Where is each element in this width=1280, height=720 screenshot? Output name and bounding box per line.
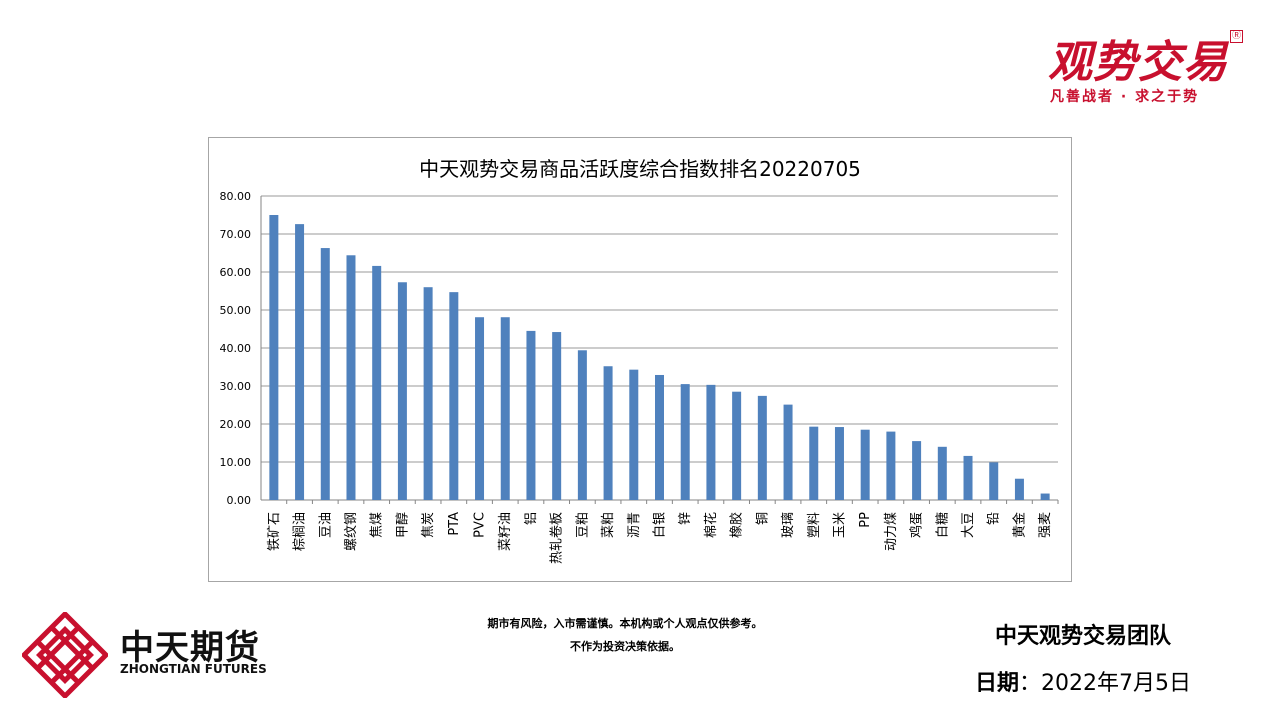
x-tick-label: 橡胶 [729,512,745,538]
disclaimer: 期市有风险，入市需谨慎。本机构或个人观点仅供参考。 不作为投资决策依据。 [460,612,790,658]
bar [706,384,716,500]
bar [269,215,279,500]
y-tick-label: 40.00 [220,342,252,355]
bar [475,317,485,500]
x-tick-label: 铜 [755,512,770,525]
x-tick-label: 螺纹钢 [344,512,359,551]
disclaimer-line-1: 期市有风险，入市需谨慎。本机构或个人观点仅供参考。 [487,617,763,630]
x-tick-label: 鸡蛋 [909,512,925,538]
x-tick-label: PTA [447,512,462,536]
bar [1014,478,1024,500]
brand-logo: 观势交易 Ⓡ 凡善战者 · 求之于势 [1040,22,1250,110]
y-tick-label: 80.00 [220,190,252,203]
x-tick-label: 玻璃 [781,512,796,538]
x-tick-label: 黄金 [1011,512,1027,538]
x-tick-label: 玉米 [832,512,847,538]
company-name-cn: 中天期货 [120,628,260,668]
bar [937,446,947,500]
bar [295,224,305,500]
x-tick-label: 沥青 [627,512,642,538]
bar [552,332,562,500]
chart-title: 中天观势交易商品活跃度综合指数排名20220705 [419,157,861,181]
bar [449,292,459,500]
bar [680,384,690,500]
brand-slogan: 凡善战者 · 求之于势 [1050,89,1200,105]
y-tick-label: 20.00 [220,418,252,431]
x-tick-label: 铝 [524,512,539,525]
brand-title: 观势交易 [1048,37,1228,88]
bar [809,426,819,500]
x-tick-label: 动力煤 [884,512,899,551]
x-tick-label: 大豆 [961,512,976,538]
bar [912,441,922,500]
date-row: 日期：2022年7月5日 [975,665,1191,697]
bar-chart: 中天观势交易商品活跃度综合指数排名20220705 0.00 10.00 20.00 3… [220,157,1059,564]
y-tick-label: 60.00 [220,266,252,279]
x-tick-label: 棉花 [703,512,719,538]
x-tick-label: 豆粕 [575,512,590,538]
x-tick-label: 甲醇 [394,512,410,538]
bar [423,287,433,500]
x-tick-label: 热轧卷板 [549,512,565,564]
x-tick-label: PVC [473,512,488,538]
date-label: 日期 [975,671,1020,696]
bar [526,330,536,500]
y-tick-label: 10.00 [220,456,252,469]
registered-mark-icon: Ⓡ [1230,30,1244,43]
x-tick-label: 菜粕 [601,512,616,538]
company-logo: 中天期货 ZHONGTIAN FUTURES [22,612,282,698]
company-name-en: ZHONGTIAN FUTURES [120,662,267,676]
chart-frame: 中天观势交易商品活跃度综合指数排名20220705 0.00 10.00 20.00 3… [208,137,1072,582]
bar [1040,493,1050,500]
bar [629,369,639,500]
team-name: 中天观势交易团队 [995,624,1172,649]
x-tick-label: PP [858,512,873,528]
bar [963,455,973,500]
bar [860,429,870,500]
bar [989,462,999,500]
y-tick-label: 30.00 [220,380,252,393]
bar [783,404,793,500]
y-tick-label: 0.00 [227,494,252,507]
bar [886,431,896,500]
bar [834,427,844,500]
zhongtian-lattice-logo-icon [22,612,108,698]
disclaimer-line-2: 不作为投资决策依据。 [570,640,680,653]
bar [577,350,587,500]
date-value: 2022年7月5日 [1041,671,1192,696]
bar [372,265,382,500]
x-tick-label: 塑料 [807,512,822,538]
x-tick-label: 铅 [987,512,1002,525]
bar [346,255,356,500]
bar [397,282,407,500]
bar [603,366,613,500]
bar [757,395,767,500]
x-tick-label: 菜籽油 [498,512,513,551]
y-tick-label: 50.00 [220,304,252,317]
x-tick-label: 白糖 [934,512,950,538]
x-tick-label: 锌 [678,512,693,525]
date-separator: ： [1019,671,1042,696]
x-tick-label: 焦煤 [370,512,385,538]
bar [655,374,664,500]
bar [500,317,510,500]
x-tick-label: 棕榈油 [293,512,308,551]
bar [320,248,330,500]
x-tick-label: 豆油 [318,512,333,538]
x-tick-label: 强麦 [1038,512,1053,538]
x-tick-label: 白银 [652,512,668,538]
y-tick-label: 70.00 [220,228,252,241]
x-tick-label: 焦炭 [421,512,436,538]
x-tick-label: 铁矿石 [267,512,282,551]
bar [732,391,742,500]
